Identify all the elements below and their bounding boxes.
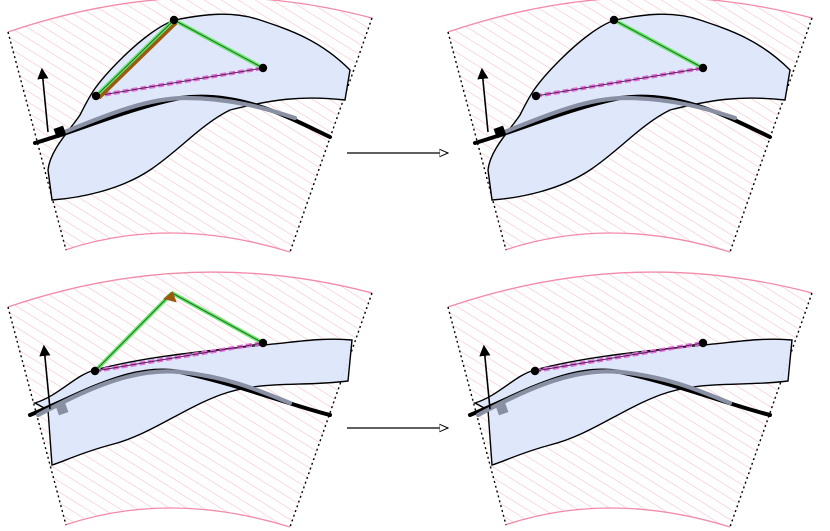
base-edge-line xyxy=(94,342,264,372)
anchor-square xyxy=(495,402,509,416)
green-edge-right-core xyxy=(173,19,264,69)
band-lower-edge xyxy=(504,507,731,528)
vertex-left xyxy=(91,91,101,101)
green-edge-right-core xyxy=(613,19,704,69)
base-edge-line xyxy=(535,67,704,97)
vertex-right xyxy=(698,338,708,348)
panel-top-right xyxy=(447,0,813,253)
vertex-left xyxy=(530,366,540,376)
normal-vector-arrow xyxy=(39,344,51,410)
band-upper-edge xyxy=(447,0,813,33)
band-upper-edge xyxy=(447,271,813,308)
panel-bottom-right xyxy=(447,271,813,528)
gray-curve xyxy=(499,95,738,136)
blue-region xyxy=(473,338,793,466)
right-dotted-boundary xyxy=(729,17,813,253)
normal-vector-arrow xyxy=(477,67,489,133)
anchor-square xyxy=(53,125,67,139)
panel-bottom-left xyxy=(7,271,373,528)
panel-top-left xyxy=(7,0,373,253)
vertex-right xyxy=(258,63,268,73)
blue-region xyxy=(47,13,351,201)
vertex-top-arrowhead xyxy=(163,291,177,303)
base-edge-line xyxy=(534,342,704,372)
right-dotted-boundary xyxy=(289,292,373,528)
band-lower-edge xyxy=(504,232,731,253)
vertex-left xyxy=(531,91,541,101)
right-dotted-boundary xyxy=(289,17,373,253)
gray-curve xyxy=(59,95,298,136)
gray-curve xyxy=(475,369,733,418)
base-edge-line xyxy=(95,67,264,97)
blue-region xyxy=(33,338,353,466)
brown-edge xyxy=(97,20,179,100)
normal-vector-arrow xyxy=(479,344,491,410)
normal-vector-arrow xyxy=(37,67,49,133)
anchor-square xyxy=(55,402,69,416)
green-edge-left-core xyxy=(94,292,173,372)
green-edge-right-core xyxy=(171,292,264,344)
vertex-top xyxy=(169,15,179,25)
vertex-right xyxy=(698,63,708,73)
gray-curve xyxy=(35,369,293,418)
band-upper-edge xyxy=(7,271,373,308)
vertex-left xyxy=(90,366,100,376)
right-dotted-boundary xyxy=(729,292,813,528)
vertex-right xyxy=(258,338,268,348)
band-lower-edge xyxy=(64,232,291,253)
green-edge-left-core xyxy=(95,19,175,97)
band-lower-edge xyxy=(64,507,291,528)
blue-region xyxy=(487,13,791,201)
anchor-square xyxy=(493,125,507,139)
band-upper-edge xyxy=(7,0,373,33)
vertex-top xyxy=(609,15,619,25)
